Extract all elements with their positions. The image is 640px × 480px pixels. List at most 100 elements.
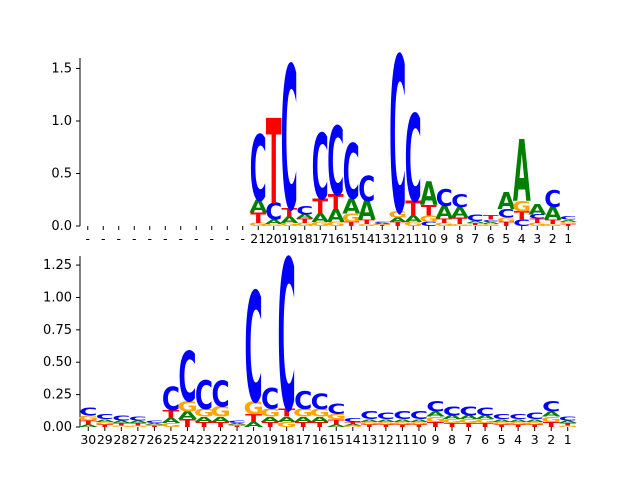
logo-letter-C: C [493,413,511,421]
x-tick-label: 19 [281,231,297,246]
logo-letter-A: A [310,415,329,423]
x-tick-label: 4 [518,231,526,246]
x-tick-label: 6 [487,231,495,246]
logo-letter-C: C [195,372,213,419]
logo-letter-G: G [128,425,148,427]
logo-letter-T: T [510,424,527,428]
logo-letter-G: G [264,223,283,226]
logo-letter-T: T [179,417,196,429]
logo-letter-A: A [476,414,495,420]
logo-letter-G: G [227,424,247,426]
logo-letter-T: T [545,218,561,225]
logo-letter-A: A [542,410,561,418]
logo-letter-A: A [342,196,360,219]
logo-letter-G: G [491,421,511,425]
x-tick-label: 18 [297,231,313,246]
logo-letter-G: G [442,418,462,424]
logo-letter-C: C [178,339,196,419]
logo-letter-T: T [444,422,462,428]
logo-letter-A: A [404,214,423,224]
logo-letter-G: G [357,223,376,226]
logo-letter-C: C [281,27,298,256]
logo-letter-T: T [390,220,406,227]
x-tick-label: 20 [246,432,262,447]
logo-letter-A: A [393,419,413,423]
logo-letter-T: T [436,217,452,224]
x-tick-label: 21 [229,432,245,447]
logo-letter-C: C [509,413,527,421]
logo-letter-G: G [359,421,379,425]
logo-letter-C: C [559,416,577,422]
logo-letter-A: A [389,216,407,223]
logo-letter-T: T [281,206,297,219]
logo-letter-G: G [404,220,423,227]
x-tick-label: 4 [514,432,522,447]
logo-letter-C: C [410,410,428,422]
logo-letter-T: T [514,209,530,222]
x-tick-label: 7 [465,432,473,447]
x-tick-label: 24 [180,432,196,447]
logo-letter-T: T [266,95,282,231]
x-tick-label: 12 [390,231,406,246]
logo-letter-T: T [467,222,484,225]
logo-letter-G: G [78,414,98,422]
logo-letter-C: C [443,404,461,419]
logo-letter-G: G [528,222,547,227]
logo-letter-T: T [297,217,313,224]
logo-letter-A: A [265,218,283,225]
y-tick-label: 0.0 [51,219,72,234]
logo-letter-A: A [497,188,515,215]
x-tick-label: - [132,231,137,246]
logo-letter-C: C [129,416,147,422]
logo-letter-T: T [477,422,495,428]
logo-letter-G: G [376,421,396,425]
logo-letter-G: G [558,425,578,427]
logo-letter-T: T [311,421,329,429]
logo-letter-A: A [327,206,345,227]
logo-letter-C: C [389,12,406,262]
x-tick-label: 10 [421,231,437,246]
x-tick-label: 11 [394,432,410,447]
logo-letter-A: A [435,202,453,223]
logo-letter-C: C [294,386,312,415]
logo-letter-T: T [394,424,411,428]
x-tick-label: 2 [547,432,555,447]
logo-letter-C: C [162,380,180,418]
logo-letter-C: C [467,213,484,223]
logo-letter-G: G [508,421,528,425]
logo-letter-T: T [543,421,561,429]
logo-letter-T: T [493,424,510,428]
logo-letter-A: A [360,419,380,423]
logo-letter-C: C [79,406,97,418]
logo-letter-T: T [427,421,445,429]
x-tick-label: 6 [481,432,489,447]
x-tick-label: 22 [213,432,229,447]
logo-letter-A: A [228,423,248,425]
logo-letter-T: T [196,421,214,429]
y-tick-label: 1.00 [43,290,72,305]
logo-letter-T: T [328,191,344,214]
logo-letter-A: A [280,215,299,225]
x-tick-label: - [194,231,199,246]
